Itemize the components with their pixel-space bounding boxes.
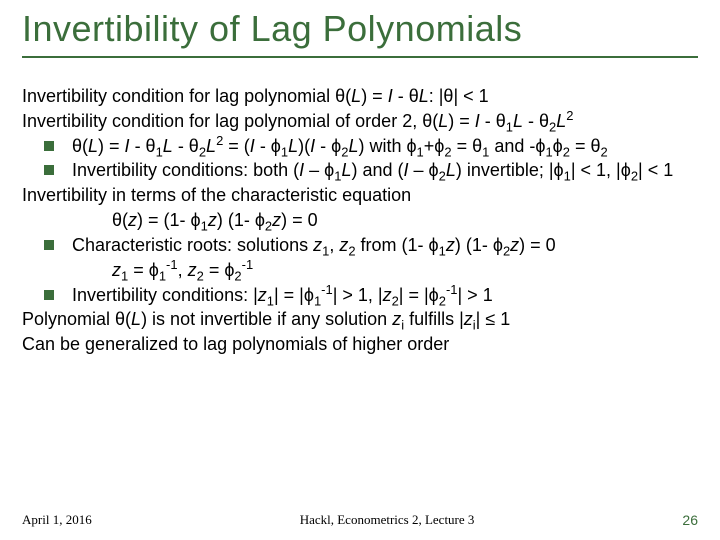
bullet-4-text: Invertibility conditions: |z1| = |ϕ1-1| … <box>72 283 698 308</box>
bullet-1-text: θ(L) = I - θ1L - θ2L2 = (I - ϕ1L)(I - ϕ2… <box>72 134 698 159</box>
footer-center: Hackl, Econometrics 2, Lecture 3 <box>300 512 475 528</box>
slide-title: Invertibility of Lag Polynomials <box>22 8 698 58</box>
equation-2: z1 = ϕ1-1, z2 = ϕ2-1 <box>22 258 698 283</box>
footer: April 1, 2016 Hackl, Econometrics 2, Lec… <box>22 512 698 528</box>
equation-1: θ(z) = (1- ϕ1z) (1- ϕ2z) = 0 <box>22 208 698 233</box>
bullet-4: Invertibility conditions: |z1| = |ϕ1-1| … <box>22 283 698 308</box>
line-5: Can be generalized to lag polynomials of… <box>22 332 698 357</box>
line-2: Invertibility condition for lag polynomi… <box>22 109 698 134</box>
line-4: Polynomial θ(L) is not invertible if any… <box>22 307 698 332</box>
line-1: Invertibility condition for lag polynomi… <box>22 84 698 109</box>
bullet-icon <box>44 165 54 175</box>
bullet-3-text: Characteristic roots: solutions z1, z2 f… <box>72 233 698 258</box>
slide: Invertibility of Lag Polynomials Inverti… <box>0 0 720 540</box>
bullet-icon <box>44 240 54 250</box>
bullet-2: Invertibility conditions: both (I – ϕ1L)… <box>22 158 698 183</box>
bullet-icon <box>44 290 54 300</box>
footer-date: April 1, 2016 <box>22 512 92 528</box>
line-3: Invertibility in terms of the characteri… <box>22 183 698 208</box>
bullet-2-text: Invertibility conditions: both (I – ϕ1L)… <box>72 158 698 183</box>
footer-page: 26 <box>682 512 698 528</box>
bullet-1: θ(L) = I - θ1L - θ2L2 = (I - ϕ1L)(I - ϕ2… <box>22 134 698 159</box>
slide-body: Invertibility condition for lag polynomi… <box>22 84 698 357</box>
bullet-3: Characteristic roots: solutions z1, z2 f… <box>22 233 698 258</box>
bullet-icon <box>44 141 54 151</box>
